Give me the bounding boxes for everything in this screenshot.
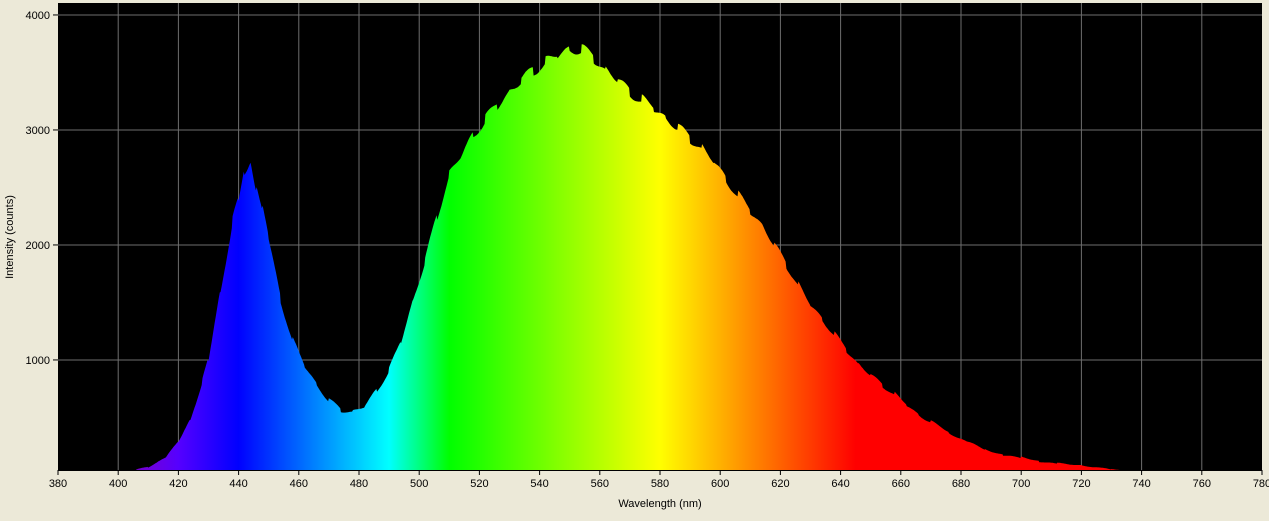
- x-tick-label: 580: [651, 478, 669, 490]
- x-tick-label: 600: [711, 478, 729, 490]
- x-tick-label: 560: [591, 478, 609, 490]
- spectrum-area: [136, 44, 1124, 470]
- x-tick-label: 780: [1253, 478, 1269, 490]
- x-tick-label: 440: [229, 478, 247, 490]
- x-tick-label: 620: [771, 478, 789, 490]
- x-axis-label: Wavelength (nm): [618, 498, 701, 510]
- x-tick-label: 460: [290, 478, 308, 490]
- x-tick-label: 740: [1132, 478, 1150, 490]
- y-tick-label: 2000: [26, 240, 50, 252]
- x-tick-label: 760: [1193, 478, 1211, 490]
- x-tick-label: 500: [410, 478, 428, 490]
- x-tick-label: 400: [109, 478, 127, 490]
- x-tick-label: 720: [1072, 478, 1090, 490]
- x-tick-label: 640: [831, 478, 849, 490]
- y-tick-label: 1000: [26, 355, 50, 367]
- x-tick-label: 540: [530, 478, 548, 490]
- x-tick-label: 480: [350, 478, 368, 490]
- y-tick-label: 4000: [26, 10, 50, 22]
- y-tick-label: 3000: [26, 125, 50, 137]
- x-tick-label: 680: [952, 478, 970, 490]
- y-axis-label: Intensity (counts): [4, 195, 16, 279]
- axes: 380 400 420 440 460 480 500 520 540 560 580 600 620 6…: [26, 10, 1269, 490]
- x-tick-label: 660: [892, 478, 910, 490]
- x-tick-label: 520: [470, 478, 488, 490]
- x-tick-label: 420: [169, 478, 187, 490]
- x-tick-label: 380: [49, 478, 67, 490]
- x-tick-label: 700: [1012, 478, 1030, 490]
